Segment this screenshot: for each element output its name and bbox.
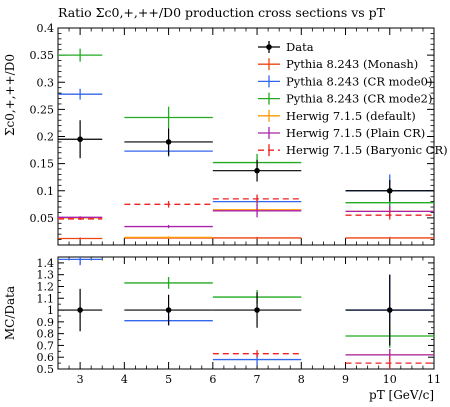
ratio-panel-frame	[57, 256, 435, 370]
x-axis-label: pT [GeV/c]	[369, 388, 434, 402]
y-tick-label: 1.1	[37, 292, 55, 305]
chart-title: Ratio Σc0,+,++/D0 production cross secti…	[58, 5, 386, 20]
x-tick-label: 6	[209, 373, 216, 386]
data-point	[77, 136, 83, 143]
legend-entry-label: Herwig 7.1.5 (default)	[286, 109, 416, 123]
y-tick-label: 1.2	[37, 280, 55, 293]
x-tick-label: 4	[121, 373, 128, 386]
main-y-axis-label: Σc0,+,++/D0	[3, 54, 17, 136]
x-tick-label: 11	[427, 373, 441, 386]
x-tick-label: 9	[342, 373, 349, 386]
legend-entry-label: Pythia 8.243 (CR mode0)	[286, 74, 432, 88]
data-point	[165, 307, 172, 313]
y-tick-label: 1.4	[37, 257, 55, 270]
main-panel-marks	[58, 48, 434, 240]
data-point	[386, 307, 393, 313]
y-tick-label: 0.4	[37, 22, 55, 35]
data-point	[254, 167, 260, 174]
y-tick-label: 0.6	[37, 351, 55, 364]
main-panel-ticks: 0.05 0.1 0.15 0.2 0.25 0.3 0.35 0.4	[30, 22, 435, 245]
ratio-panel-marks	[58, 257, 434, 369]
y-tick-label: 0.05	[30, 212, 55, 225]
x-tick-label: 10	[383, 373, 397, 386]
x-tick-label: 8	[298, 373, 305, 386]
y-tick-label: 0.2	[37, 131, 55, 144]
y-tick-label: 0.35	[30, 49, 55, 62]
y-tick-label: 0.25	[30, 103, 55, 116]
y-tick-label: 1	[47, 304, 54, 317]
x-tick-label: 7	[254, 373, 261, 386]
legend-data-point	[266, 44, 272, 50]
y-tick-label: 0.7	[37, 339, 55, 352]
data-point	[165, 139, 172, 145]
legend-entry-label: Herwig 7.1.5 (Baryonic CR)	[286, 143, 448, 157]
legend-entry-label: Pythia 8.243 (CR mode2)	[286, 92, 432, 106]
y-tick-label: 0.3	[37, 76, 55, 89]
y-tick-label: 0.15	[30, 158, 55, 171]
x-tick-label: 5	[165, 373, 172, 386]
y-tick-label: 1.3	[37, 269, 55, 282]
legend-entry-label: Data	[286, 40, 314, 54]
ratio-panel-ticks: 3 4 5 6 7 8 9 10 11 0.50.60.70.80.911.11.21.31.4	[37, 257, 442, 386]
y-tick-label: 0.9	[37, 316, 55, 329]
legend: Data Pythia 8.243 (Monash) Pythia 8.243 (C…	[258, 40, 448, 157]
y-tick-label: 0.8	[37, 328, 55, 341]
ratio-y-axis-label: MC/Data	[3, 286, 17, 340]
legend-entry-label: Pythia 8.243 (Monash)	[286, 57, 418, 71]
x-tick-label: 3	[77, 373, 84, 386]
legend-entry-label: Herwig 7.1.5 (Plain CR)	[286, 126, 425, 140]
data-point	[386, 187, 393, 194]
y-tick-label: 0.5	[37, 363, 55, 376]
y-tick-label: 0.1	[37, 185, 55, 198]
data-point	[77, 307, 83, 313]
data-point	[254, 307, 260, 313]
